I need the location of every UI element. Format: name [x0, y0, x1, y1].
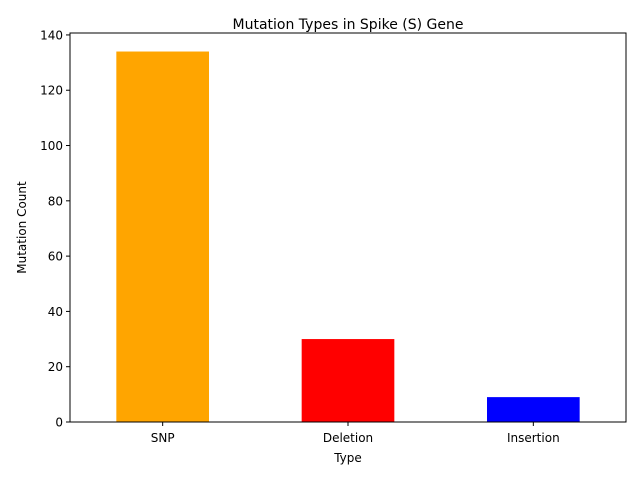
x-tick-label: SNP	[151, 431, 175, 445]
bars-group	[116, 51, 580, 423]
y-axis-label: Mutation Count	[15, 181, 29, 274]
y-tick-label: 80	[48, 194, 63, 208]
y-tick-label: 60	[48, 250, 63, 264]
bar-insertion	[487, 397, 580, 422]
y-tick-label: 120	[40, 84, 63, 98]
x-axis-ticks: SNP Deletion Insertion	[151, 422, 560, 445]
x-tick-label: Insertion	[507, 431, 560, 445]
plot-frame	[69, 32, 627, 423]
bar-snp	[116, 51, 209, 423]
chart-title: Mutation Types in Spike (S) Gene	[233, 17, 464, 33]
y-tick-label: 0	[55, 416, 63, 430]
bar-deletion	[301, 339, 395, 422]
y-tick-label: 40	[48, 305, 63, 319]
x-axis-label: Type	[333, 451, 362, 465]
y-tick-label: 140	[40, 28, 63, 42]
y-tick-label: 100	[40, 139, 63, 153]
x-tick-label: Deletion	[323, 431, 373, 445]
y-axis-ticks: 0 20 40 60 80 100 120 140	[40, 28, 70, 430]
y-tick-label: 20	[48, 360, 63, 374]
